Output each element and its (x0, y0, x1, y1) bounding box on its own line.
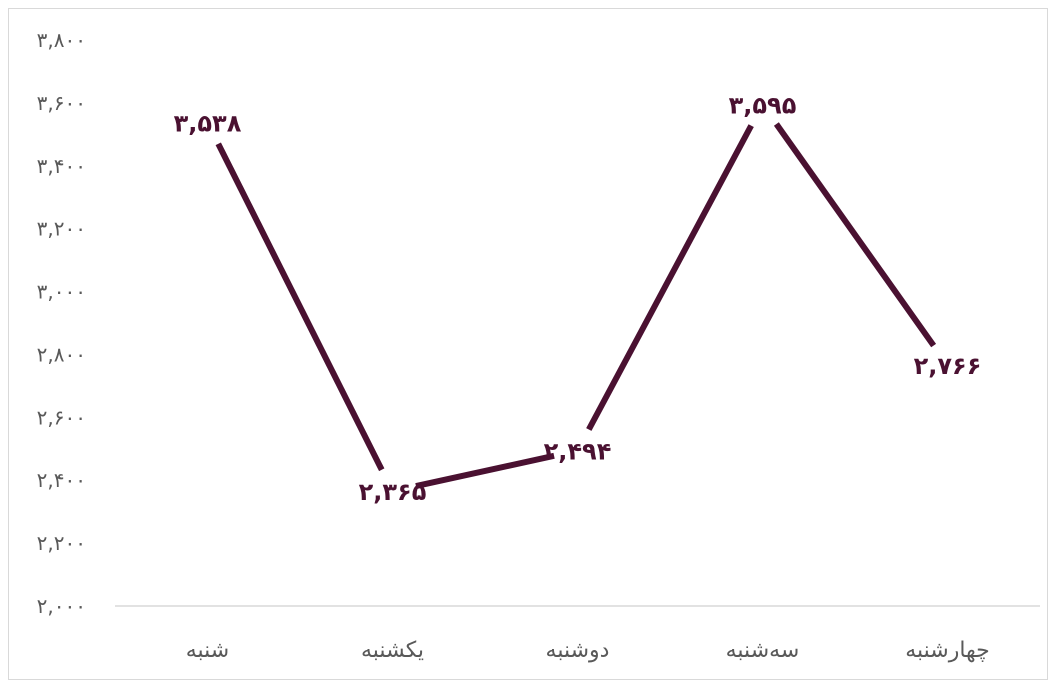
y-tick-label: ۳,۶۰۰ (37, 91, 86, 115)
chart-frame (8, 8, 1048, 680)
y-tick-label: ۳,۸۰۰ (37, 28, 86, 52)
x-category-label: شنبه (186, 638, 230, 663)
y-tick-label: ۳,۴۰۰ (37, 154, 86, 178)
x-category-label: دوشنبه (546, 638, 610, 663)
y-tick-label: ۳,۲۰۰ (37, 217, 86, 241)
data-label: ۲,۷۶۶ (914, 352, 982, 380)
series-line-segment (586, 124, 754, 431)
y-tick-label: ۲,۸۰۰ (37, 342, 86, 366)
data-labels: ۳,۵۳۸ ۲,۳۶۵ ۲,۴۹۴ ۳,۵۹۵ ۲,۷۶۶ (174, 91, 982, 506)
y-tick-label: ۲,۰۰۰ (37, 594, 86, 618)
y-tick-label: ۳,۰۰۰ (37, 280, 86, 304)
x-category-label: یکشنبه (361, 638, 424, 663)
data-label: ۲,۴۹۴ (544, 438, 612, 466)
data-label: ۳,۵۹۵ (729, 91, 797, 119)
y-tick-label: ۲,۲۰۰ (37, 531, 86, 555)
y-axis: ۲,۰۰۰ ۲,۲۰۰ ۲,۴۰۰ ۲,۶۰۰ ۲,۸۰۰ ۳,۰۰۰ ۳,۲۰۰ ۳,۴۰۰… (37, 28, 86, 618)
y-tick-label: ۲,۴۰۰ (37, 468, 86, 492)
x-category-label: چهارشنبه (905, 638, 990, 663)
x-category-label: سه‌شنبه (726, 638, 800, 663)
series-line-segment (215, 142, 385, 472)
series-line-segment (415, 452, 555, 490)
y-tick-label: ۲,۶۰۰ (37, 405, 86, 429)
series-group (215, 122, 937, 490)
series-line-segment (773, 122, 937, 348)
data-label: ۲,۳۶۵ (359, 478, 427, 506)
x-axis: شنبه یکشنبه دوشنبه سه‌شنبه چهارشنبه (186, 638, 990, 663)
data-label: ۳,۵۳۸ (174, 109, 242, 137)
